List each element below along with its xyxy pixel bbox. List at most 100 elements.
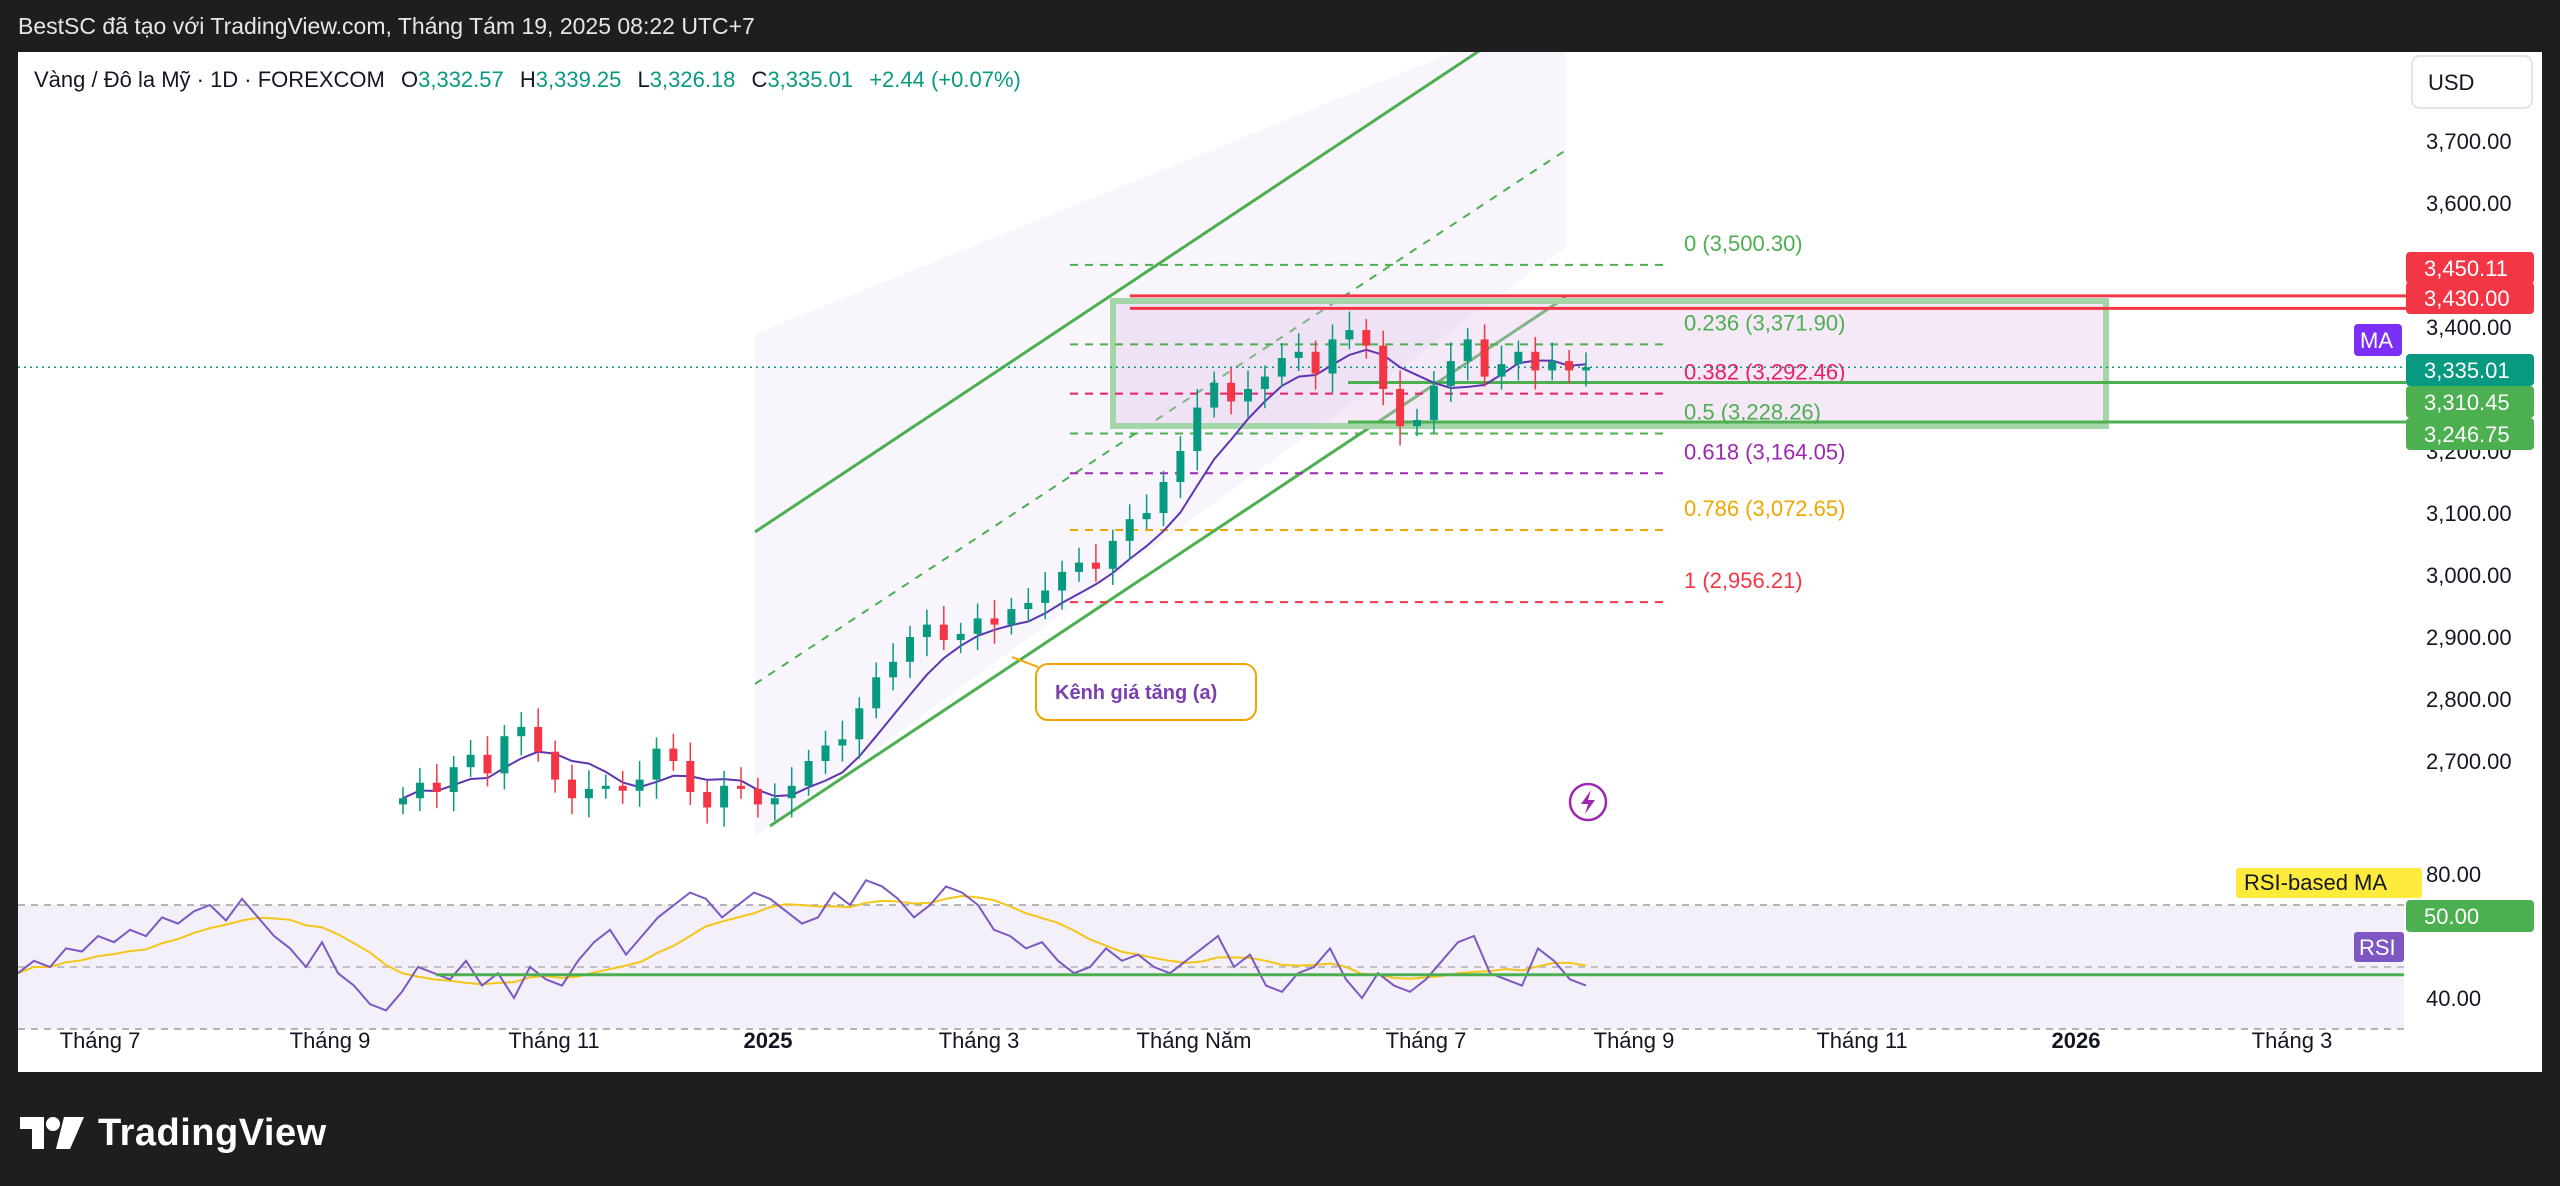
ma-tag [2354, 324, 2402, 356]
tradingview-logo-icon [20, 1117, 84, 1149]
candle-body-66 [1514, 351, 1523, 365]
price-tag-2 [2406, 354, 2534, 386]
candle-body-68 [1548, 361, 1557, 371]
candle-body-41 [1091, 562, 1100, 569]
price-tag-1 [2406, 282, 2534, 314]
candle-body-20 [737, 785, 745, 789]
time-tick-3: 2025 [744, 1028, 793, 1053]
candle-body-69 [1565, 361, 1574, 371]
candle-body-62 [1446, 361, 1455, 386]
candle-body-61 [1429, 385, 1438, 420]
time-tick-6: Tháng 7 [1386, 1028, 1467, 1053]
time-tick-1: Tháng 9 [290, 1028, 371, 1053]
candle-body-60 [1413, 420, 1421, 427]
channel-upper-line [754, 45, 1486, 534]
currency-label: USD [2428, 70, 2474, 95]
price-axis[interactable]: 3,700.003,600.003,500.003,400.003,300.00… [2426, 129, 2512, 774]
change-value: +2.44 (+0.07%) [869, 67, 1021, 92]
fib-label-1: 0.236 (3,371.90) [1684, 310, 1845, 335]
candle-body-22 [770, 798, 779, 805]
candle-body-2 [432, 782, 441, 792]
chart-svg[interactable]: Vàng / Đô la Mỹ · 1D · FOREXCOM O3,332.5… [17, 7, 2542, 1072]
rsi-tag-label: RSI [2359, 935, 2396, 960]
candle-body-56 [1345, 330, 1354, 340]
rsi-band [18, 905, 2404, 1029]
candle-body-34 [973, 618, 982, 634]
fib-label-5: 0.786 (3,072.65) [1684, 496, 1845, 521]
candle-body-27 [855, 708, 864, 740]
time-tick-7: Tháng 9 [1594, 1028, 1675, 1053]
candle-body-64 [1480, 339, 1489, 377]
rsi-tick-0: 80.00 [2426, 862, 2481, 887]
open-label: O [401, 67, 418, 92]
candle-body-32 [939, 624, 948, 641]
candle-body-55 [1328, 339, 1337, 374]
candle-body-51 [1260, 376, 1269, 389]
brand-name: TradingView [98, 1111, 327, 1154]
candle-body-35 [990, 618, 999, 625]
candle-body-8 [534, 726, 543, 752]
fib-label-0: 0 (3,500.30) [1684, 231, 1803, 256]
price-tick-9: 2,800.00 [2426, 687, 2512, 712]
candle-body-33 [956, 633, 965, 641]
candle-body-12 [601, 785, 610, 789]
candle-body-15 [652, 748, 661, 780]
ma-tag-label: MA [2360, 328, 2393, 353]
open-value: 3,332.57 [418, 67, 504, 92]
candle-body-46 [1176, 451, 1185, 482]
currency-button[interactable]: USD [2411, 55, 2533, 109]
close-value: 3,335.01 [767, 67, 853, 92]
candle-body-29 [889, 661, 898, 678]
svg-text:Vàng / Đô la Mỹ · 1D · FOREXCO: Vàng / Đô la Mỹ · 1D · FOREXCOM O3,332.5… [34, 67, 1021, 92]
time-tick-10: Tháng 3 [2252, 1028, 2333, 1053]
price-tick-3: 3,400.00 [2426, 315, 2512, 340]
rsi-line [17, 878, 1587, 1012]
price-tag-label-2: 3,335.01 [2424, 358, 2510, 383]
low-value: 3,326.18 [650, 67, 736, 92]
rsi-value-tag [2406, 900, 2534, 932]
annotation-text: Kênh giá tăng (a) [1055, 682, 1217, 704]
candle-body-25 [821, 745, 830, 761]
candle-body-11 [584, 788, 593, 799]
candle-body-44 [1142, 513, 1151, 520]
candlesticks[interactable] [399, 311, 1590, 827]
candle-body-67 [1531, 351, 1540, 371]
footer: TradingView [20, 1108, 327, 1158]
lightning-icon[interactable] [1568, 782, 1608, 822]
candle-body-31 [922, 624, 931, 637]
candle-body-19 [720, 785, 729, 808]
price-tick-8: 2,900.00 [2426, 625, 2512, 650]
candle-body-39 [1058, 571, 1067, 591]
candle-body-17 [686, 761, 695, 792]
channel-mid-line [754, 149, 1567, 685]
fib-label-4: 0.618 (3,164.05) [1684, 439, 1845, 464]
legend: Vàng / Đô la Mỹ · 1D · FOREXCOM O3,332.5… [34, 67, 1021, 92]
rsi-pane[interactable]: 80.00 40.00 RSI-based MA 50.00 RSI [17, 862, 2534, 1030]
candle-body-54 [1311, 351, 1320, 374]
fibonacci-retracement[interactable]: 0 (3,500.30) 0.236 (3,371.90) 0.382 (3,292… [1070, 231, 1845, 604]
candle-body-45 [1159, 482, 1168, 513]
price-tag-label-0: 3,450.11 [2424, 256, 2508, 281]
time-tick-2: Tháng 11 [508, 1028, 599, 1053]
time-tick-4: Tháng 3 [939, 1028, 1020, 1053]
time-axis[interactable]: Tháng 7 Tháng 9 Tháng 11 2025 Tháng 3 Tháng N… [60, 1028, 2333, 1053]
candle-body-36 [1007, 609, 1016, 625]
candle-body-38 [1041, 590, 1050, 603]
candle-body-1 [415, 782, 424, 799]
channel-annotation[interactable]: Kênh giá tăng (a) [1011, 656, 1257, 721]
range-rectangle[interactable] [1110, 298, 2109, 429]
chart-panel[interactable]: Vàng / Đô la Mỹ · 1D · FOREXCOM O3,332.5… [17, 7, 2542, 1072]
rsi-value-tag-label: 50.00 [2424, 904, 2479, 929]
attribution-bar: BestSC đã tạo với TradingView.com, Tháng… [0, 0, 2560, 52]
horizontal-levels[interactable] [18, 294, 2406, 424]
candle-body-7 [517, 726, 526, 737]
candle-body-4 [466, 754, 475, 768]
candle-body-70 [1582, 367, 1590, 371]
candle-body-57 [1362, 330, 1371, 346]
candle-body-10 [568, 779, 576, 799]
fib-label-6: 1 (2,956.21) [1684, 568, 1803, 593]
high-value: 3,339.25 [536, 67, 622, 92]
price-tag-4 [2406, 418, 2534, 450]
price-tick-7: 3,000.00 [2426, 563, 2512, 588]
candle-body-42 [1108, 540, 1117, 569]
